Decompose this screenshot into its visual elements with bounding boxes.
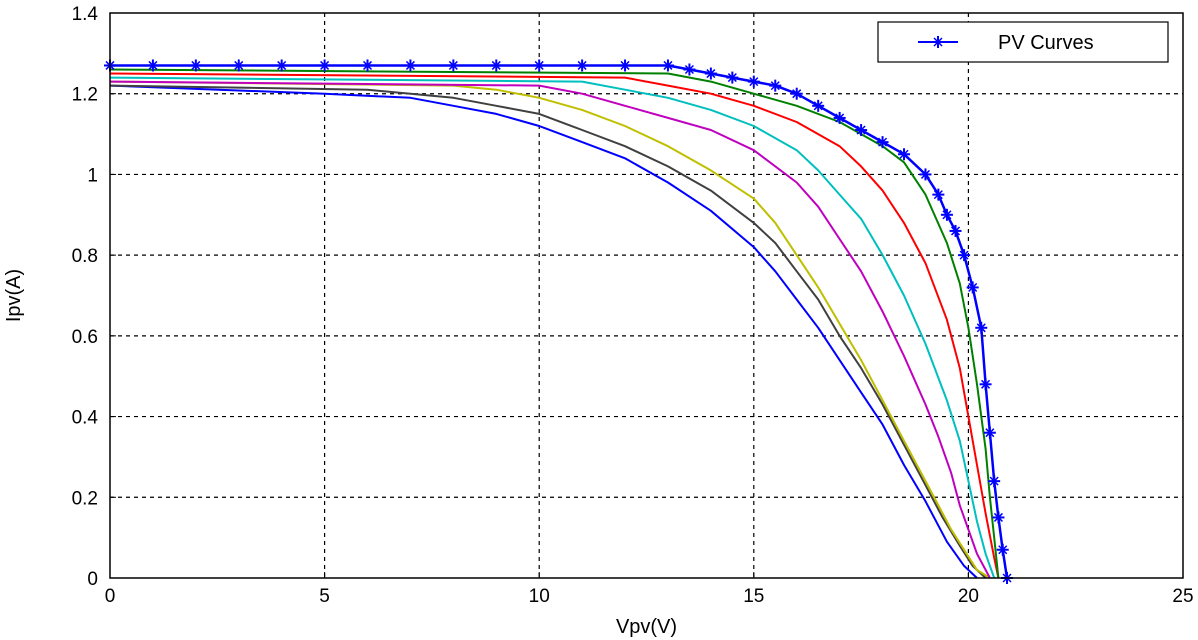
- data-point-marker: [983, 426, 996, 439]
- data-point-marker: [898, 148, 911, 161]
- y-tick-label: 0.2: [72, 488, 98, 509]
- series-lines: [104, 59, 1014, 584]
- data-point-marker: [833, 111, 846, 124]
- series-line-1: [109, 68, 1000, 579]
- x-tick-label: 0: [105, 586, 116, 607]
- data-point-marker: [790, 87, 803, 100]
- legend-label: PV Curves: [998, 32, 1094, 54]
- x-tick-label: 15: [743, 586, 764, 607]
- y-axis-label: Ipv(A): [3, 269, 25, 322]
- data-point-marker: [490, 59, 503, 72]
- data-point-marker: [533, 59, 546, 72]
- x-tick-label: 5: [319, 586, 330, 607]
- y-tick-label: 0: [87, 569, 98, 590]
- y-tick-label: 0.8: [72, 246, 98, 267]
- series-line-6: [109, 84, 987, 579]
- series-line-5: [109, 80, 991, 579]
- data-point-marker: [769, 79, 782, 92]
- data-point-marker: [619, 59, 632, 72]
- data-point-marker: [146, 59, 159, 72]
- data-point-marker: [932, 188, 945, 201]
- y-tick-label: 1.4: [72, 4, 99, 25]
- data-point-marker: [855, 124, 868, 137]
- series-line-3: [109, 76, 996, 579]
- data-point-marker: [996, 543, 1009, 556]
- y-tick-label: 1.2: [72, 85, 98, 106]
- data-point-marker: [747, 75, 760, 88]
- data-point-marker: [318, 59, 331, 72]
- axis-ticks: 0 5 10 15 20 25 0 0.2 0.4 0.6 0.8 1 1.2 1.4: [72, 4, 1194, 607]
- x-tick-label: 25: [1172, 586, 1193, 607]
- data-point-marker: [361, 59, 374, 72]
- data-point-marker: [232, 59, 245, 72]
- data-point-marker: [704, 67, 717, 80]
- data-point-marker: [992, 511, 1005, 524]
- y-tick-label: 1: [87, 165, 98, 186]
- data-point-marker: [988, 475, 1001, 488]
- data-point-marker: [404, 59, 417, 72]
- data-point-marker: [683, 63, 696, 76]
- data-point-marker: [966, 281, 979, 294]
- data-point-marker: [876, 136, 889, 149]
- plot-frame: [109, 12, 1184, 579]
- data-point-marker: [949, 224, 962, 237]
- series-line-2: [109, 72, 1000, 579]
- data-point-marker: [940, 208, 953, 221]
- grid-lines: [110, 13, 1183, 578]
- x-tick-label: 10: [529, 586, 550, 607]
- x-axis-label: Vpv(V): [616, 616, 677, 638]
- data-point-marker: [447, 59, 460, 72]
- data-point-marker: [812, 99, 825, 112]
- data-point-marker: [275, 59, 288, 72]
- series-line-4: [109, 80, 991, 579]
- data-point-marker: [661, 59, 674, 72]
- legend: PV Curves: [877, 21, 1169, 63]
- series-line-7: [109, 84, 978, 579]
- x-tick-label: 20: [958, 586, 979, 607]
- data-point-marker: [975, 321, 988, 334]
- y-tick-label: 0.6: [72, 327, 98, 348]
- data-point-marker: [919, 168, 932, 181]
- data-point-marker: [958, 249, 971, 262]
- data-point-marker: [576, 59, 589, 72]
- y-tick-label: 0.4: [72, 408, 99, 429]
- data-point-marker: [189, 59, 202, 72]
- data-point-marker: [726, 71, 739, 84]
- data-point-marker: [979, 378, 992, 391]
- series-line-0: [110, 64, 1009, 579]
